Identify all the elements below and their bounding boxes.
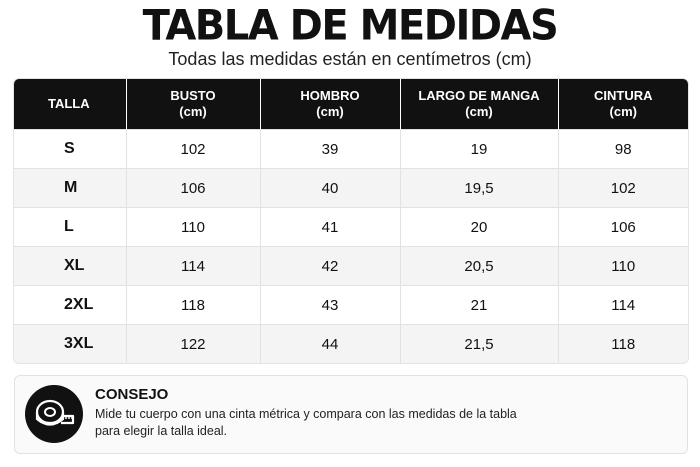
column-header-size: TALLA [14,79,127,130]
size-cell: 3XL [14,324,127,363]
shoulder-cell: 41 [260,207,401,247]
bust-cell: 110 [126,207,261,247]
sleeve-cell: 19,5 [400,168,559,208]
shoulder-cell: 44 [260,324,401,363]
waist-cell: 118 [558,324,688,363]
page-subtitle: Todas las medidas están en centímetros (… [168,49,532,69]
size-cell: XL [14,246,127,286]
size-table: TALLA BUSTO (cm) HOMBRO (cm) LARGO DE MANG… [14,79,688,363]
column-header-shoulder: HOMBRO (cm) [260,79,401,130]
tip-text-line: Mide tu cuerpo con una cinta métrica y c… [95,407,517,421]
table-row: XL 114 42 20,5 110 [14,246,688,286]
sleeve-cell: 21,5 [400,324,559,363]
bust-cell: 122 [126,324,261,363]
tip-box: CONSEJO Mide tu cuerpo con una cinta mét… [14,375,688,454]
table-row: S 102 39 19 98 [14,129,688,169]
measuring-tape-icon [25,385,83,443]
shoulder-cell: 43 [260,285,401,325]
waist-cell: 102 [558,168,688,208]
tip-text: Mide tu cuerpo con una cinta métrica y c… [95,406,655,440]
column-header-waist: CINTURA (cm) [558,79,688,130]
size-cell: M [14,168,127,208]
size-cell: 2XL [14,285,127,325]
sleeve-cell: 20,5 [400,246,559,286]
sleeve-cell: 21 [400,285,559,325]
shoulder-cell: 40 [260,168,401,208]
waist-cell: 98 [558,129,688,169]
bust-cell: 118 [126,285,261,325]
size-cell: S [14,129,127,169]
bust-cell: 106 [126,168,261,208]
table-row: 2XL 118 43 21 114 [14,285,688,325]
waist-cell: 114 [558,285,688,325]
table-row: L 110 41 20 106 [14,207,688,247]
bust-cell: 114 [126,246,261,286]
bust-cell: 102 [126,129,261,169]
tip-text-line: para elegir la talla ideal. [95,424,228,438]
table-header-row: TALLA BUSTO (cm) HOMBRO (cm) LARGO DE MANG… [14,79,688,130]
table-row: M 106 40 19,5 102 [14,168,688,208]
size-cell: L [14,207,127,247]
tip-title: CONSEJO [95,386,169,403]
shoulder-cell: 42 [260,246,401,286]
table-row: 3XL 122 44 21,5 118 [14,324,688,363]
column-header-bust: BUSTO (cm) [126,79,261,130]
shoulder-cell: 39 [260,129,401,169]
column-header-sleeve-length: LARGO DE MANGA (cm) [400,79,559,130]
sleeve-cell: 20 [400,207,559,247]
page-title: TABLA DE MEDIDAS [142,1,559,51]
waist-cell: 106 [558,207,688,247]
size-table-container: TALLA BUSTO (cm) HOMBRO (cm) LARGO DE MANG… [13,78,689,364]
waist-cell: 110 [558,246,688,286]
sleeve-cell: 19 [400,129,559,169]
